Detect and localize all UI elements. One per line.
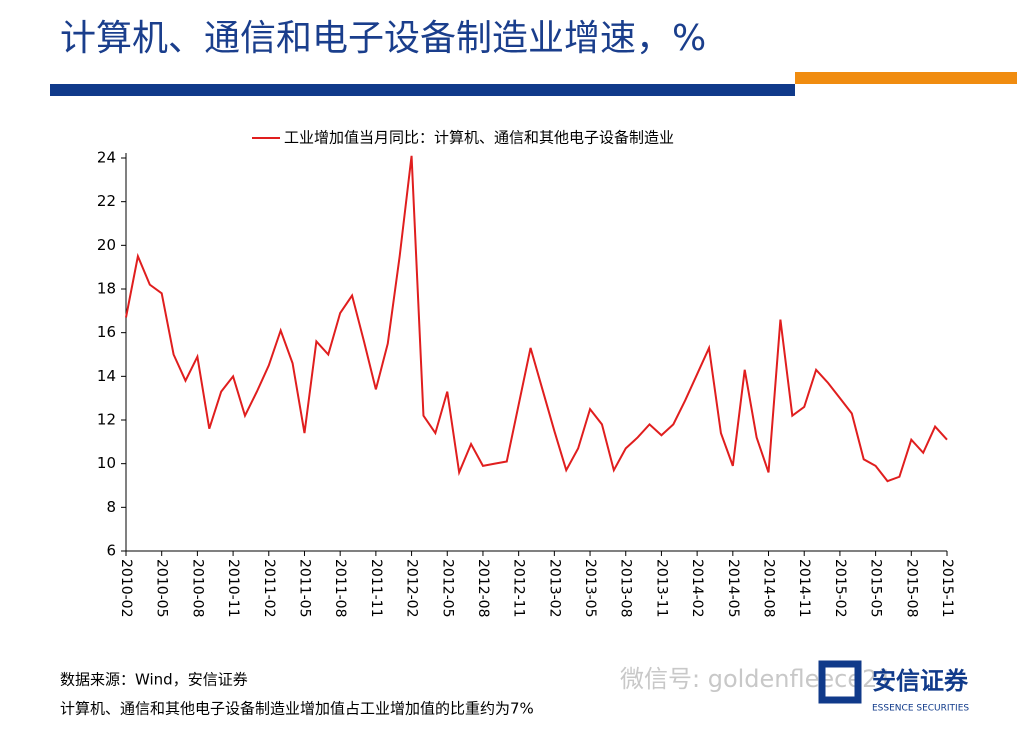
- logo-english: ESSENCE SECURITIES: [872, 704, 969, 714]
- chart: 6 8 10 12 14 16 18 20 22 24 2010-02 2010-05 2010-08 2…: [97, 129, 955, 618]
- line-series: [125, 155, 948, 483]
- logo-icon: [818, 660, 862, 704]
- x-tick-label: 2010-02: [118, 559, 134, 618]
- legend-label: 工业增加值当月同比：计算机、通信和其他电子设备制造业: [284, 129, 674, 147]
- x-tick-label: 2015-11: [939, 559, 955, 618]
- x-tick-label: 2014-05: [725, 559, 741, 618]
- x-tick-label: 2012-08: [475, 559, 491, 618]
- source-note: 数据来源：Wind，安信证券: [60, 671, 248, 689]
- x-tick-label: 2014-02: [689, 559, 705, 618]
- title-bar-orange: [795, 72, 1017, 84]
- x-tick-label: 2011-05: [296, 559, 312, 618]
- x-tick-label: 2011-11: [368, 559, 384, 618]
- x-tick-label: 2013-11: [653, 559, 669, 618]
- x-tick-label: 2012-11: [511, 559, 527, 618]
- y-tick-label: 12: [97, 411, 116, 429]
- y-tick-label: 18: [97, 280, 116, 298]
- x-tick-label: 2015-05: [868, 559, 884, 618]
- x-tick-label: 2015-02: [832, 559, 848, 618]
- x-tick-label: 2014-11: [796, 559, 812, 618]
- y-tick-label: 20: [97, 236, 116, 254]
- x-tick-label: 2011-08: [332, 559, 348, 618]
- x-tick-label: 2014-08: [761, 559, 777, 618]
- x-tick-label: 2013-08: [618, 559, 634, 618]
- x-tick-label: 2012-05: [439, 559, 455, 618]
- x-tick-label: 2010-11: [225, 559, 241, 618]
- x-tick-label: 2013-05: [582, 559, 598, 618]
- logo-name: 安信证券: [872, 667, 969, 695]
- y-tick-label: 8: [106, 498, 116, 516]
- slide-title: 计算机、通信和电子设备制造业增速，%: [60, 18, 706, 59]
- x-tick-label: 2010-08: [189, 559, 205, 618]
- y-tick-label: 14: [97, 367, 116, 385]
- y-tick-label: 10: [97, 454, 116, 472]
- x-tick-label: 2013-02: [546, 559, 562, 618]
- x-tick-label: 2010-05: [154, 559, 170, 618]
- x-tick-label: 2011-02: [261, 559, 277, 618]
- x-tick-label: 2015-08: [903, 559, 919, 618]
- footnote: 计算机、通信和其他电子设备制造业增加值占工业增加值的比重约为7%: [60, 700, 534, 718]
- x-tick-label: 2012-02: [404, 559, 420, 618]
- watermark: 微信号: goldenfleece21: [620, 665, 893, 693]
- y-tick-label: 16: [97, 323, 116, 341]
- y-tick-label: 24: [97, 149, 116, 167]
- y-tick-label: 6: [106, 542, 116, 560]
- title-bar-blue: [50, 84, 795, 96]
- y-tick-label: 22: [97, 192, 116, 210]
